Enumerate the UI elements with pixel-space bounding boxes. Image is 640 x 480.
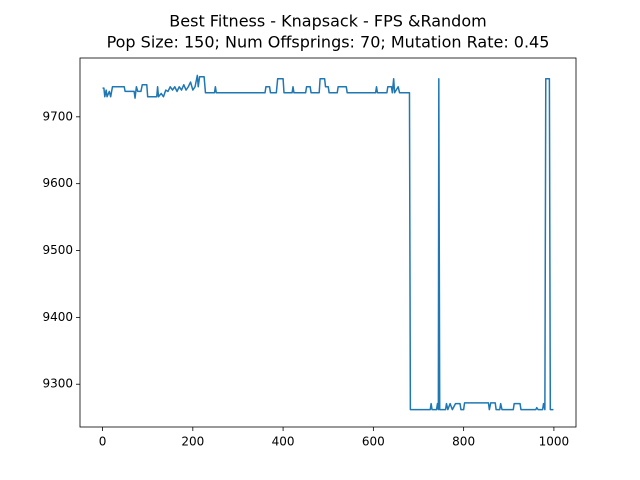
axes-frame — [79, 57, 577, 428]
x-tick-label: 800 — [452, 435, 475, 449]
x-tick-label: 200 — [181, 435, 204, 449]
y-tick-label: 9500 — [42, 243, 73, 257]
x-tick-label: 600 — [362, 435, 385, 449]
x-tick-label: 0 — [99, 435, 107, 449]
y-tick-label: 9700 — [42, 109, 73, 123]
data-line — [102, 74, 554, 411]
y-tick-label: 9400 — [42, 310, 73, 324]
x-tick-label: 1000 — [539, 435, 570, 449]
chart-title: Best Fitness - Knapsack - FPS &Random — [169, 12, 486, 31]
y-tick-label: 9600 — [42, 176, 73, 190]
x-tick-label: 400 — [272, 435, 295, 449]
y-tick-label: 9300 — [42, 377, 73, 391]
chart-subtitle: Pop Size: 150; Num Offsprings: 70; Mutat… — [107, 33, 550, 52]
